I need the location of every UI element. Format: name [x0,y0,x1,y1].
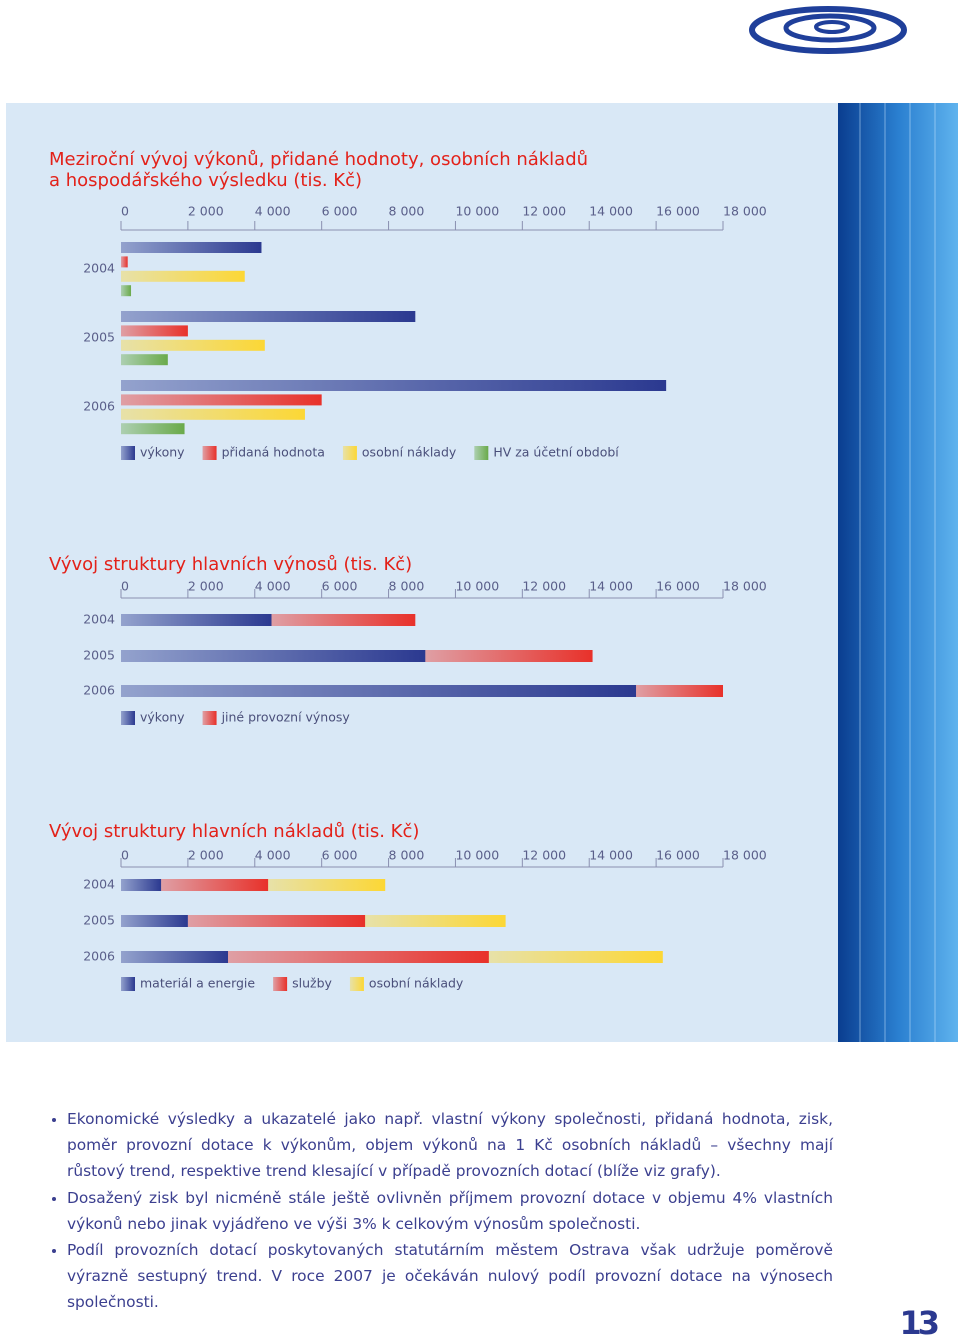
x-tick-label: 4 000 [255,204,291,219]
category-label: 2006 [83,949,115,964]
x-tick-label: 16 000 [656,579,700,594]
category-label: 2005 [83,648,115,663]
x-tick-label: 0 [121,848,129,863]
bar [121,270,245,282]
legend-label: přidaná hodnota [222,445,325,460]
legend-label: služby [292,976,332,991]
x-tick-label: 8 000 [389,579,425,594]
category-label: 2005 [83,330,115,345]
chart-title: Vývoj struktury hlavních výnosů (tis. Kč… [49,554,412,575]
x-tick-label: 12 000 [522,848,566,863]
bar [268,879,386,891]
bar [121,354,168,366]
bar [121,339,265,351]
x-tick-label: 6 000 [322,579,358,594]
chart-title: Vývoj struktury hlavních nákladů (tis. K… [49,821,419,842]
legend-label: HV za účetní období [493,445,619,460]
bar [121,951,229,963]
legend-swatch [474,446,489,460]
chart-title: Meziroční vývoj výkonů, přidané hodnoty,… [49,149,588,170]
x-tick-label: 12 000 [522,579,566,594]
x-tick-label: 2 000 [188,204,224,219]
chart-title: a hospodářského výsledku (tis. Kč) [49,170,362,191]
legend-swatch [273,977,288,991]
x-tick-label: 14 000 [589,204,633,219]
x-tick-label: 0 [121,579,129,594]
bar [161,879,269,891]
bullet-list: Ekonomické výsledky a ukazatelé jako nap… [48,1106,833,1316]
legend-label: osobní náklady [362,445,457,460]
x-tick-label: 14 000 [589,848,633,863]
legend-label: výkony [140,710,185,725]
x-tick-label: 2 000 [188,848,224,863]
bar [121,915,188,927]
x-tick-label: 8 000 [389,204,425,219]
legend-label: materiál a energie [140,976,255,991]
legend-label: jiné provozní výnosy [221,710,351,725]
bullet: Dosažený zisk byl nicméně stále ještě ov… [67,1185,833,1237]
x-tick-label: 10 000 [455,848,499,863]
bar [121,423,185,435]
bar [121,380,667,391]
legend-swatch [202,446,217,460]
category-label: 2004 [83,877,115,892]
bar [636,685,723,697]
bar [228,951,489,963]
category-label: 2005 [83,913,115,928]
bar [488,951,663,963]
legend-swatch [202,711,217,725]
x-tick-label: 6 000 [322,204,358,219]
legend-swatch [121,446,135,460]
bar [121,614,272,626]
bar [121,242,262,253]
bar [121,879,162,891]
x-tick-label: 18 000 [723,204,767,219]
bar [121,285,132,297]
x-tick-label: 10 000 [455,579,499,594]
legend-swatch [121,711,135,725]
x-tick-label: 2 000 [188,579,224,594]
bar [121,394,322,406]
x-tick-label: 12 000 [522,204,566,219]
legend-label: osobní náklady [369,976,464,991]
legend-swatch [342,446,357,460]
x-tick-label: 4 000 [255,848,291,863]
category-label: 2004 [83,261,115,276]
x-tick-label: 16 000 [656,848,700,863]
bullet: Podíl provozních dotací poskytovaných st… [67,1237,833,1316]
category-label: 2004 [83,612,115,627]
x-tick-label: 18 000 [723,579,767,594]
x-tick-label: 16 000 [656,204,700,219]
bar [121,685,637,697]
bar [425,650,593,662]
legend-swatch [349,977,364,991]
page-number: 13 [899,1304,939,1342]
x-tick-label: 10 000 [455,204,499,219]
bar [121,408,305,420]
bar [271,614,416,626]
x-tick-label: 8 000 [389,848,425,863]
decor-stripe [838,103,958,1042]
x-tick-label: 0 [121,204,129,219]
bar [121,650,426,662]
bullet: Ekonomické výsledky a ukazatelé jako nap… [67,1106,833,1185]
x-tick-label: 18 000 [723,848,767,863]
category-label: 2006 [83,399,115,414]
bar [121,256,128,268]
bar [187,915,366,927]
logo [749,6,907,54]
legend-label: výkony [140,445,185,460]
bar [365,915,506,927]
bar [121,325,188,337]
category-label: 2006 [83,683,115,698]
legend-swatch [121,977,135,991]
x-tick-label: 6 000 [322,848,358,863]
x-tick-label: 14 000 [589,579,633,594]
x-tick-label: 4 000 [255,579,291,594]
decor-streaks [859,103,936,1042]
bar [121,311,416,322]
